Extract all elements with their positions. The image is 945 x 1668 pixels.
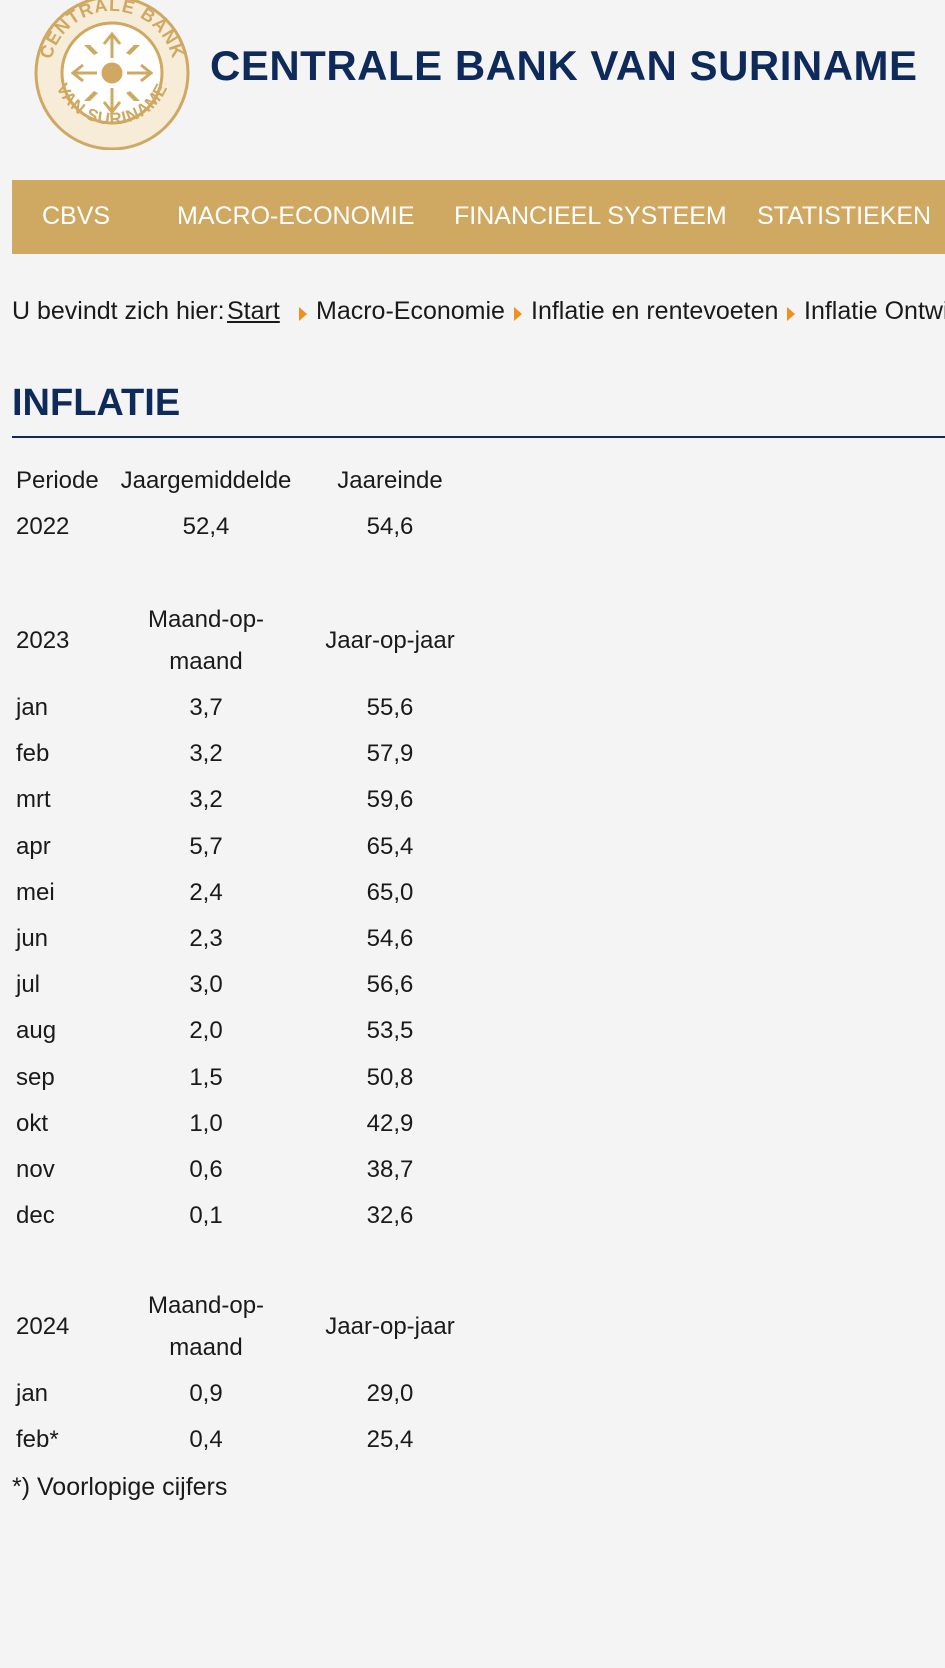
- section-2024-row-month: feb*: [16, 1426, 59, 1454]
- nav-item-cbvs[interactable]: CBVS: [42, 202, 111, 230]
- section-2024-row-mom: 0,9: [189, 1380, 223, 1407]
- section-2024-row-month: jan: [16, 1380, 49, 1407]
- section-2023-row-yoy: 65,4: [366, 832, 414, 860]
- section-2023-row-month: mrt: [16, 786, 51, 814]
- section-2023-row-mom: 0,6: [189, 1156, 223, 1183]
- section-2023-row-yoy: 56,6: [366, 971, 414, 999]
- section-2023-row-month: jan: [16, 694, 49, 721]
- title-divider: [12, 436, 945, 438]
- section-2023-row-month: dec: [16, 1202, 55, 1230]
- section-2023-row-month: mei: [16, 878, 55, 906]
- header-periode: Periode: [16, 467, 99, 494]
- row-2022-avg: 52,4: [182, 513, 230, 540]
- breadcrumb-arrow-icon: [787, 307, 795, 321]
- section-2024-row-mom: 0,4: [189, 1426, 223, 1454]
- section-2023-col-yoy: Jaar-op-jaar: [325, 627, 455, 654]
- section-2023-row-mom: 5,7: [189, 832, 223, 860]
- breadcrumb-arrow-icon: [514, 307, 522, 321]
- section-2023-row-mom: 3,2: [189, 786, 223, 814]
- header-jaargemiddelde: Jaargemiddelde: [120, 467, 292, 494]
- section-2023-row-mom: 3,7: [189, 694, 223, 721]
- section-2023-row-month: jun: [16, 925, 49, 952]
- row-2022-period: 2022: [16, 513, 70, 540]
- section-2023-row-mom: 3,0: [189, 971, 223, 999]
- section-2023-row-yoy: 42,9: [366, 1109, 414, 1137]
- section-2023-col-mom: Maand-op-maand: [147, 606, 265, 675]
- section-2024-row-yoy: 25,4: [366, 1426, 414, 1454]
- main-nav: CBVS MACRO-ECONOMIE FINANCIEEL SYSTEEM S…: [12, 180, 945, 254]
- section-2023-row-month: nov: [16, 1156, 55, 1183]
- breadcrumb-start-link[interactable]: Start: [227, 297, 280, 325]
- breadcrumb-inflatie-rentevoeten[interactable]: Inflatie en rentevoeten: [531, 297, 779, 325]
- section-2023-row-yoy: 32,6: [366, 1202, 414, 1230]
- section-2024-row-yoy: 29,0: [366, 1380, 414, 1407]
- section-2023-row-month: feb: [16, 740, 50, 768]
- section-2023-row-yoy: 55,6: [366, 694, 414, 721]
- section-2024-year: 2024: [16, 1313, 70, 1340]
- brand-title: CENTRALE BANK VAN SURINAME: [210, 42, 918, 89]
- section-2023-row-mom: 2,0: [189, 1017, 223, 1045]
- section-2023-row-month: sep: [16, 1063, 55, 1091]
- breadcrumb: U bevindt zich hier: Start Macro-Economi…: [12, 297, 945, 333]
- section-2024-col-mom: Maand-op-maand: [147, 1292, 265, 1361]
- section-2023-row-mom: 0,1: [189, 1202, 223, 1230]
- site-header: CENTRALE BANK VAN SURINAME CENTRALE BANK…: [0, 0, 945, 160]
- breadcrumb-macro-economie[interactable]: Macro-Economie: [316, 297, 505, 325]
- section-2023-row-yoy: 38,7: [366, 1156, 414, 1183]
- nav-item-macro-economie[interactable]: MACRO-ECONOMIE: [177, 202, 415, 230]
- section-2023-row-month: apr: [16, 832, 51, 860]
- row-2022-end: 54,6: [366, 513, 414, 540]
- section-2023-row-yoy: 54,6: [366, 925, 414, 952]
- section-2023-row-mom: 2,4: [189, 878, 223, 906]
- section-2023-row-yoy: 65,0: [366, 878, 414, 906]
- nav-item-statistieken[interactable]: STATISTIEKEN: [757, 202, 932, 230]
- section-2023-row-mom: 3,2: [189, 740, 223, 768]
- cbvs-logo[interactable]: CENTRALE BANK VAN SURINAME: [32, 0, 192, 150]
- page-title: INFLATIE: [12, 382, 181, 424]
- footnote: *) Voorlopige cijfers: [12, 1473, 228, 1501]
- section-2024-col-yoy: Jaar-op-jaar: [325, 1313, 455, 1340]
- section-2023-row-mom: 1,5: [189, 1063, 223, 1091]
- section-2023-row-month: okt: [16, 1109, 49, 1137]
- nav-item-financieel-systeem[interactable]: FINANCIEEL SYSTEEM: [454, 202, 727, 230]
- section-2023-row-mom: 1,0: [189, 1109, 223, 1137]
- section-2023-row-yoy: 50,8: [366, 1063, 414, 1091]
- breadcrumb-current: Inflatie Ontwi: [804, 297, 945, 325]
- section-2023-row-month: jul: [16, 971, 41, 999]
- breadcrumb-arrow-icon: [299, 307, 307, 321]
- section-2023-row-mom: 2,3: [189, 925, 223, 952]
- section-2023-row-yoy: 53,5: [366, 1017, 414, 1045]
- header-jaareinde: Jaareinde: [337, 467, 443, 494]
- section-2023-year: 2023: [16, 627, 70, 654]
- section-2023-row-yoy: 59,6: [366, 786, 414, 814]
- section-2023-row-yoy: 57,9: [366, 740, 414, 768]
- breadcrumb-prefix: U bevindt zich hier:: [12, 297, 225, 325]
- section-2023-row-month: aug: [16, 1017, 57, 1045]
